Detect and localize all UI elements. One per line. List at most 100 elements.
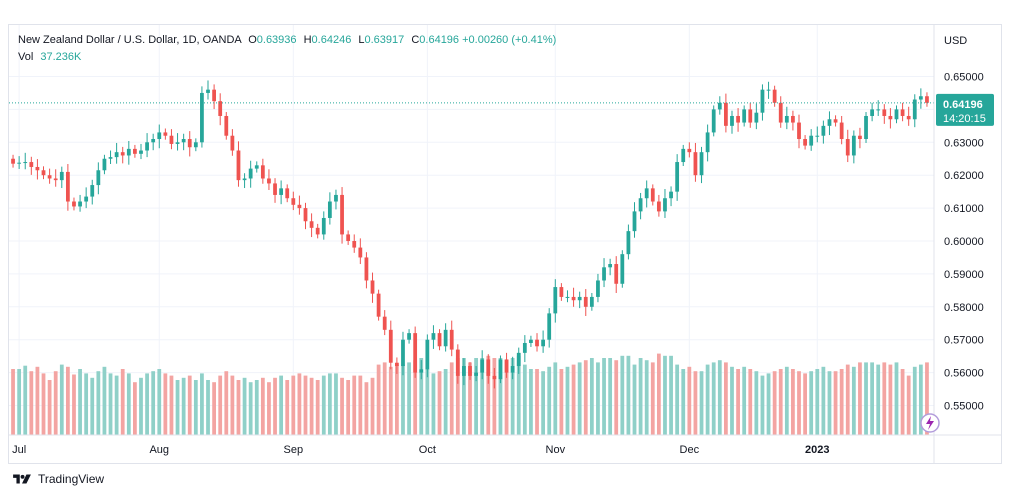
candle-body	[492, 375, 497, 380]
volume-label[interactable]: Vol	[18, 51, 34, 63]
candle-body	[407, 333, 411, 340]
candle-body	[11, 158, 15, 164]
volume-bar	[870, 362, 875, 435]
candle-body	[705, 132, 710, 153]
volume-bar	[47, 380, 52, 435]
candle-body	[541, 339, 546, 347]
volume-bar	[864, 362, 868, 435]
candle-body	[620, 254, 625, 284]
volume-bar	[260, 377, 265, 435]
candle-body	[754, 112, 759, 123]
candle-body	[876, 109, 881, 111]
candle-body	[193, 142, 198, 148]
volume-bar	[724, 362, 728, 435]
candle-body	[870, 109, 875, 116]
volume-bar	[748, 369, 753, 435]
candle-body	[65, 171, 70, 202]
candle-body	[120, 152, 125, 156]
candle-body	[279, 188, 284, 195]
volume-bar	[242, 377, 247, 435]
candle-body	[669, 191, 673, 199]
volume-bar	[492, 358, 497, 435]
candle-body	[449, 329, 454, 350]
price-tick-label: 0.55000	[944, 401, 984, 413]
volume-bar	[772, 371, 777, 435]
candle-body	[596, 280, 600, 297]
volume-bar	[449, 362, 454, 435]
candle-body	[334, 194, 338, 202]
candle-body	[644, 188, 649, 199]
volume-bar	[754, 371, 759, 435]
candle-body	[23, 162, 28, 164]
volume-bar	[468, 362, 472, 435]
volume-bar	[151, 371, 156, 435]
candle-body	[565, 296, 570, 298]
volume-bar	[529, 369, 533, 435]
candle-body	[321, 217, 326, 235]
volume-bar	[687, 366, 692, 435]
volume-bar	[370, 377, 375, 435]
candle-body	[724, 102, 728, 126]
candle-body	[78, 201, 82, 207]
volume-bar	[90, 377, 95, 435]
volume-bar	[455, 358, 460, 435]
volume-bar	[108, 373, 113, 435]
volume-value: 37.236K	[40, 51, 82, 63]
price-tick-label: 0.59000	[944, 269, 984, 281]
volume-bar	[730, 366, 734, 435]
candle-body	[882, 109, 887, 116]
volume-bar	[120, 369, 125, 435]
candle-body	[791, 115, 795, 123]
volume-bar	[248, 382, 253, 435]
volume-bar	[53, 371, 58, 435]
time-scale[interactable]: Jul Aug Sep Oct Nov Dec 2023	[12, 444, 829, 456]
candle-body	[742, 109, 747, 123]
volume-bar	[78, 369, 82, 435]
candle-body	[230, 135, 235, 151]
price-tick-label: 0.62000	[944, 170, 984, 182]
high-key: H	[303, 34, 312, 46]
candle-body	[632, 211, 637, 232]
tradingview-brand[interactable]: TradingView	[38, 472, 105, 486]
volume-bar	[565, 366, 570, 435]
time-tick-label: Oct	[419, 444, 436, 456]
flash-icon[interactable]	[920, 413, 940, 433]
volume-bar	[535, 369, 539, 435]
volume-bar	[638, 358, 643, 435]
price-tick-label: 0.65000	[944, 72, 984, 84]
close-key: C	[411, 34, 420, 46]
volume-bar	[352, 375, 357, 435]
volume-bar	[894, 362, 899, 435]
symbol-title[interactable]: New Zealand Dollar / U.S. Dollar, 1D, OA…	[18, 34, 242, 46]
candle-body	[53, 178, 58, 181]
candle-body	[267, 178, 271, 184]
candle-body	[839, 122, 844, 140]
candle-body	[778, 102, 783, 123]
volume-bar	[803, 373, 807, 435]
candle-body	[687, 148, 692, 153]
volume-bar	[504, 360, 509, 435]
volume-bar	[888, 364, 893, 435]
volume-bar	[906, 375, 911, 435]
volume-bar	[839, 369, 844, 435]
price-tick-label: 0.58000	[944, 302, 984, 314]
candle-body	[425, 339, 430, 370]
volume-bar	[17, 369, 22, 435]
candle-body	[394, 362, 399, 367]
candle-body	[346, 234, 351, 241]
volume-bar	[327, 373, 332, 435]
candle-body	[376, 293, 381, 317]
candle-body	[248, 168, 253, 179]
volume-bar	[303, 375, 308, 435]
candle-body	[656, 201, 661, 212]
time-tick-label: Nov	[546, 444, 566, 456]
volume-bar	[547, 366, 552, 435]
volume-bar	[510, 358, 515, 435]
volume-bar	[486, 355, 491, 435]
candle-body	[663, 198, 667, 212]
candle-body	[303, 208, 308, 222]
candle-body	[455, 349, 460, 376]
tradingview-logo-icon[interactable]	[12, 473, 32, 485]
candle-body	[413, 333, 418, 373]
